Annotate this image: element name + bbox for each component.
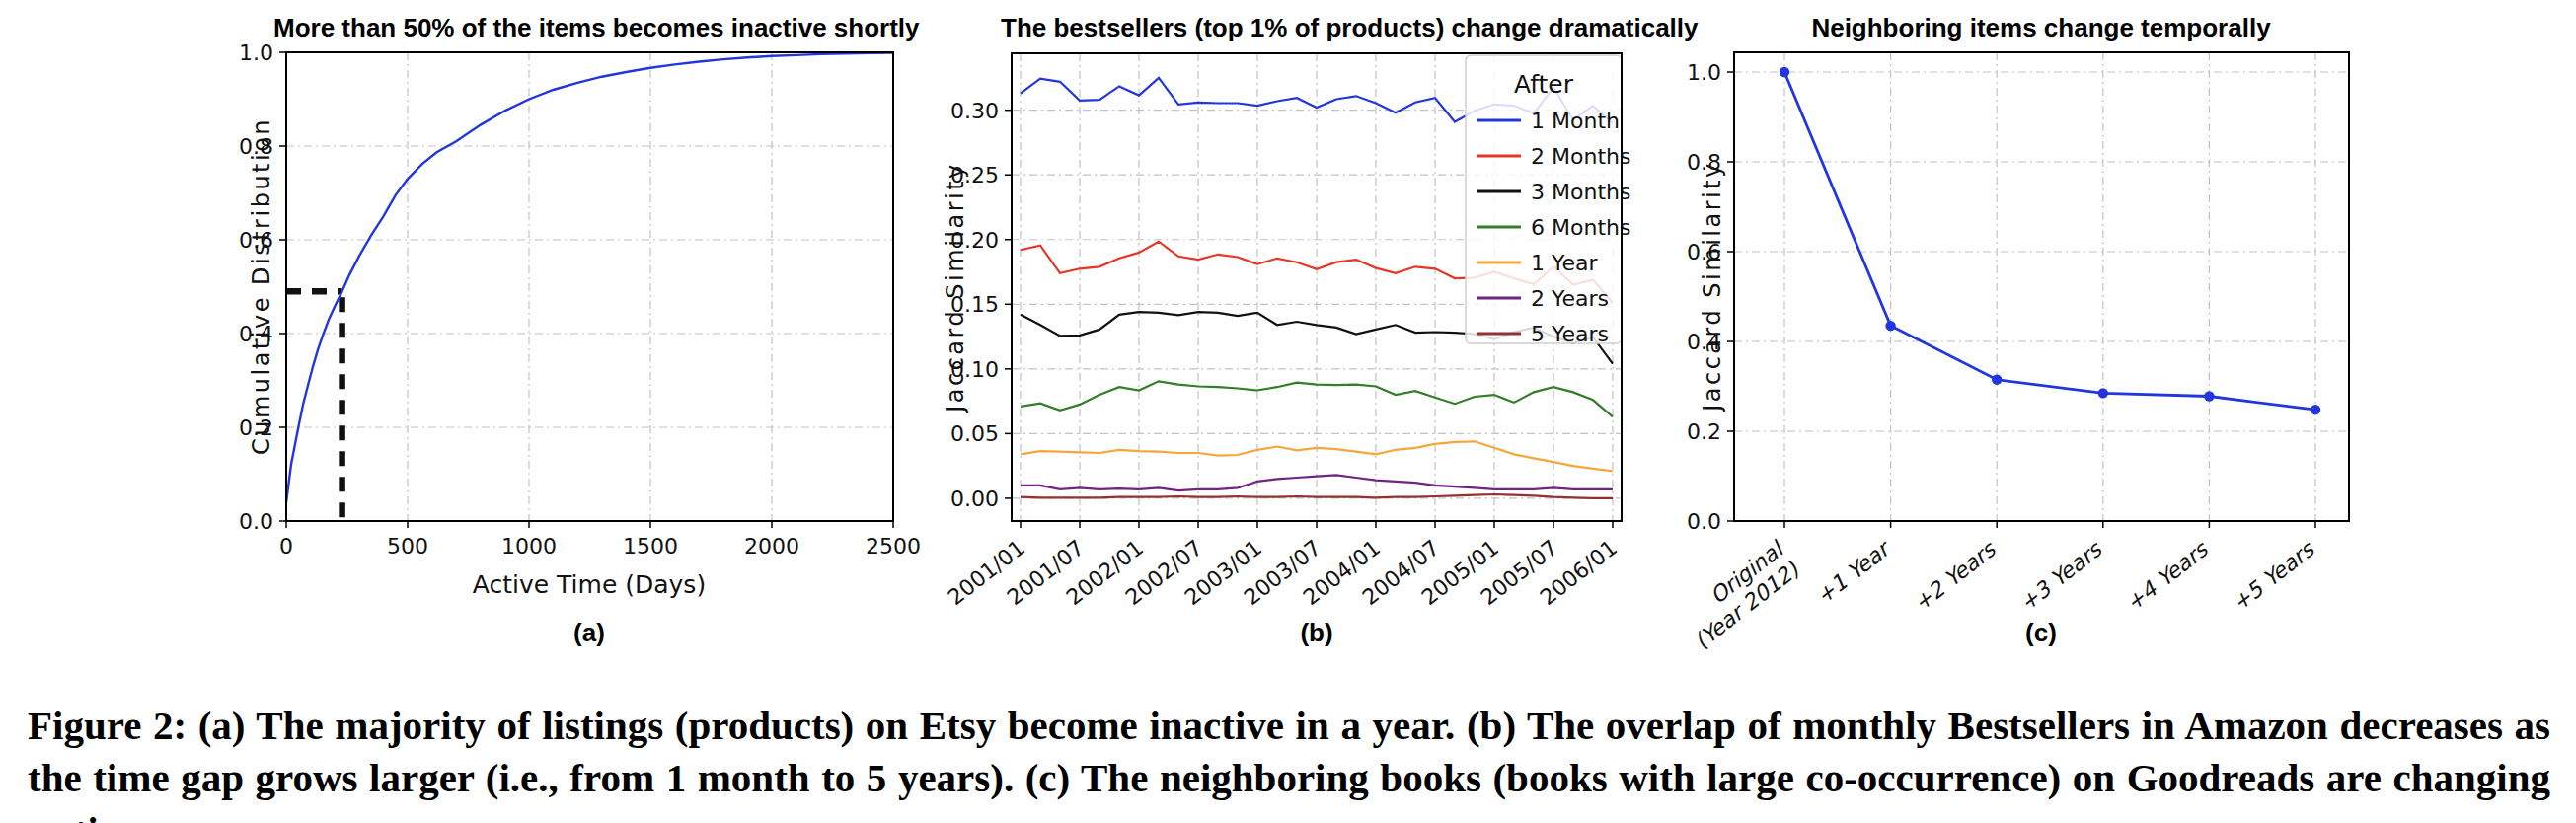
grid xyxy=(1734,52,2349,521)
y-tick-label: 0.4 xyxy=(1687,330,1721,354)
legend-label: 1 Month xyxy=(1531,109,1620,133)
y-tick-label: 0.2 xyxy=(1687,419,1721,444)
legend-label: 5 Years xyxy=(1531,322,1609,346)
y-tick-label: 0.30 xyxy=(950,99,999,123)
x-tick-label: +3 Years xyxy=(2015,536,2107,616)
cdf-line xyxy=(286,53,893,503)
figure-caption: Figure 2: (a) The majority of listings (… xyxy=(28,700,2550,823)
x-tick-label: +5 Years xyxy=(2228,536,2319,616)
axes-frame xyxy=(1734,52,2349,521)
y-tick-label: 0.10 xyxy=(950,357,999,382)
ticks xyxy=(279,52,893,528)
legend-label: 6 Months xyxy=(1531,215,1630,240)
x-tick-label: 1500 xyxy=(623,534,678,559)
data-point-marker xyxy=(2311,405,2320,414)
y-tick-label: 1.0 xyxy=(239,40,273,65)
y-tick-label: 0.8 xyxy=(1687,150,1721,175)
legend-label: 2 Years xyxy=(1531,286,1609,311)
y-tick-label: 0.20 xyxy=(950,228,999,253)
x-tick-label: +2 Years xyxy=(1909,536,2001,616)
jaccard-line xyxy=(1784,72,2315,410)
chart-c-plot: Original(Year 2012)+1 Year+2 Years+3 Yea… xyxy=(1668,0,2576,651)
data-point-marker xyxy=(1885,321,1895,331)
legend-title: After xyxy=(1514,70,1574,99)
x-tick-label: 1000 xyxy=(501,534,557,559)
panel-a-tag: (a) xyxy=(273,618,905,648)
y-tick-label: 1.0 xyxy=(1687,60,1721,85)
grid xyxy=(286,52,893,521)
data-point-marker xyxy=(1780,67,1789,77)
y-tick-label: 0.4 xyxy=(239,322,273,346)
data-point-marker xyxy=(2204,391,2214,401)
legend-label: 3 Months xyxy=(1531,180,1630,204)
y-tick-label: 0.8 xyxy=(239,134,273,159)
axes-frame xyxy=(286,52,893,521)
y-tick-label: 0.2 xyxy=(239,415,273,440)
x-tick-label: 2500 xyxy=(866,534,921,559)
y-tick-label: 0.6 xyxy=(239,228,273,253)
chart-b-plot: After 1 Month 2 Months 3 Months 6 Months 1 Ye… xyxy=(928,0,1668,651)
x-tick-label: 0 xyxy=(279,534,293,559)
legend-label: 2 Months xyxy=(1531,144,1630,169)
ticks xyxy=(1727,72,2315,528)
panel-c-tag: (c) xyxy=(1725,618,2357,648)
chart-a-xlabel: Active Time (Days) xyxy=(273,570,905,599)
legend-label: 1 Year xyxy=(1531,251,1599,275)
legend: After 1 Month 2 Months 3 Months 6 Months 1 Ye… xyxy=(1466,55,1630,346)
chart-a-plot: 0 500 1000 1500 2000 2500 0.0 0.2 0.4 0.6 0.8 1.0 xyxy=(94,0,928,651)
y-tick-label: 0.05 xyxy=(950,421,999,446)
x-tick-label: 500 xyxy=(387,534,428,559)
y-tick-label: 0.6 xyxy=(1687,240,1721,264)
data-point-marker xyxy=(2098,388,2108,398)
y-tick-label: 0.25 xyxy=(950,163,999,187)
x-tick-label: 2000 xyxy=(744,534,799,559)
y-tick-label: 0.15 xyxy=(950,292,999,317)
panel-b-tag: (b) xyxy=(1001,618,1632,648)
x-tick-label: +4 Years xyxy=(2121,536,2213,616)
panel-c: Neighboring items change temporally Jacc… xyxy=(1668,0,2576,651)
panel-a: More than 50% of the items becomes inact… xyxy=(94,0,928,651)
y-tick-label: 0.00 xyxy=(950,486,999,511)
y-tick-label: 0.0 xyxy=(239,509,273,534)
x-tick-label: +1 Year xyxy=(1812,535,1897,609)
figure-2: More than 50% of the items becomes inact… xyxy=(0,0,2576,651)
data-point-marker xyxy=(1992,374,2002,384)
fifty-percent-annotation xyxy=(286,291,342,521)
5-years-line xyxy=(1021,494,1613,498)
panel-b: The bestsellers (top 1% of products) cha… xyxy=(928,0,1668,651)
y-tick-label: 0.0 xyxy=(1687,509,1721,534)
